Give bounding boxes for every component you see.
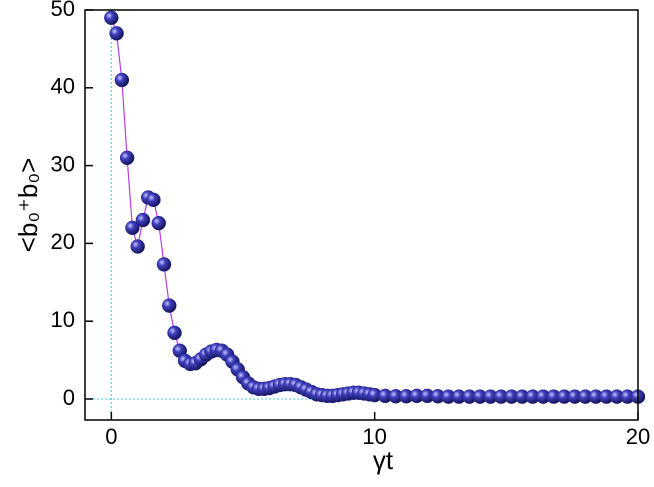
- y-tick-label: 0: [63, 385, 75, 410]
- series-line: [110, 17, 638, 398]
- x-tick-label: 0: [105, 424, 117, 449]
- data-point: [119, 150, 135, 166]
- y-tick-label: 30: [51, 151, 75, 176]
- data-point: [146, 192, 161, 208]
- y-tick-label: 10: [51, 307, 75, 332]
- y-tick-label: 50: [51, 0, 75, 21]
- x-tick-label: 20: [626, 424, 650, 449]
- x-tick-label: 10: [362, 424, 386, 449]
- data-point: [162, 298, 177, 313]
- x-axis-label: γt: [373, 445, 394, 475]
- data-point: [109, 26, 124, 41]
- data-point: [167, 325, 182, 341]
- data-point: [151, 215, 166, 231]
- data-point: [156, 257, 172, 272]
- plot-frame: [84, 9, 639, 421]
- data-point: [125, 220, 140, 236]
- y-tick-label: 20: [51, 229, 75, 254]
- data-point: [135, 212, 151, 228]
- y-axis-label: <b₀⁺b₀>: [13, 158, 43, 253]
- data-point: [114, 72, 130, 88]
- data-point: [130, 239, 145, 254]
- data-point: [104, 10, 119, 26]
- y-tick-label: 40: [51, 74, 75, 99]
